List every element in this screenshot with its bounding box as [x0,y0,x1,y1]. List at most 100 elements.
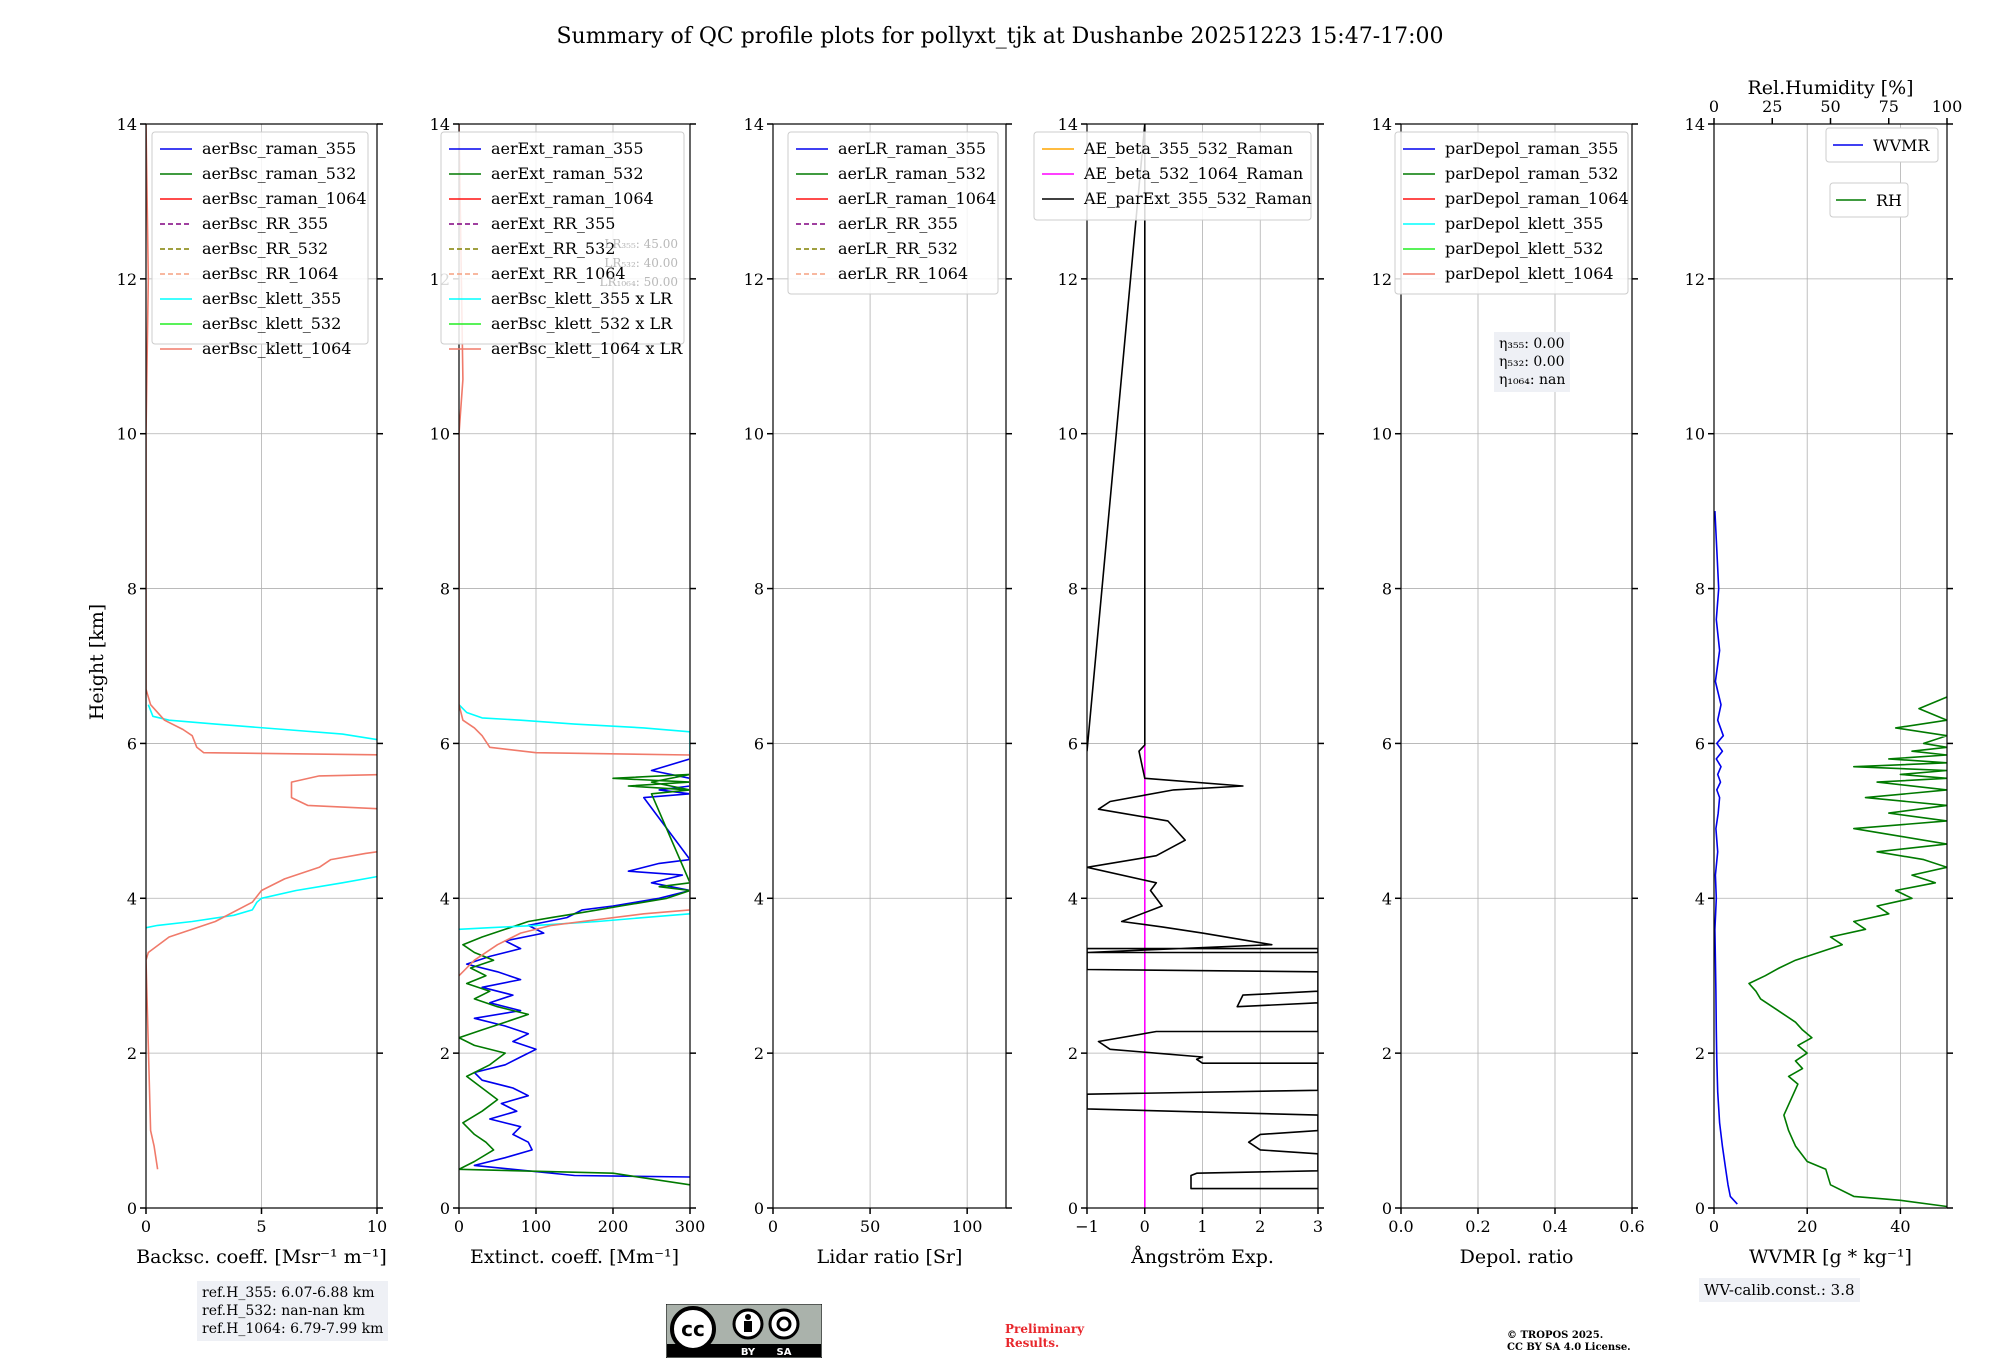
x-tick-label: −1 [1075,1217,1099,1236]
copyright-note: © TROPOS 2025. CC BY SA 4.0 License. [1507,1330,1631,1354]
series-aerBsc_klett_355 [146,704,377,929]
legend-label: AE_parExt_355_532_Raman [1083,189,1312,208]
ref-height-1064: ref.H_1064: 6.79-7.99 km [202,1321,384,1337]
cc-icon-text: cc [681,1317,705,1341]
y-tick-label: 12 [117,270,137,289]
y-tick-label: 0 [1382,1199,1392,1218]
y-tick-label: 10 [1058,425,1078,444]
eta-355: η₃₅₅: 0.00 [1499,336,1565,352]
x-tick-label: 3 [1313,1217,1323,1236]
eta-1064: η₁₀₆₄: nan [1499,372,1566,388]
legend-wvmr: WVMR [1825,127,1939,163]
x-tick-label: 5 [256,1217,266,1236]
x-tick-label: 0.6 [1619,1217,1644,1236]
panel-depol: 0 2 4 6 8 10 12 14 0.0 0.2 0.4 0.6 Depol. ratio parDe… [1372,115,1645,1268]
legend: parDepol_raman_355 parDepol_raman_532 parD… [1394,131,1629,295]
x-tick-label: 10 [367,1217,387,1236]
y-tick-label: 4 [127,889,137,908]
series-WVMR [1714,511,1738,1205]
y-tick-label: 12 [1685,270,1705,289]
y-tick-label: 14 [1058,115,1078,134]
eta-box: η₃₅₅: 0.00 η₅₃₂: 0.00 η₁₀₆₄: nan [1494,332,1571,392]
x-axis-label: Extinct. coeff. [Mm⁻¹] [470,1246,679,1268]
y-tick-label: 12 [1058,270,1078,289]
series-aerBsc_klett_355 x LR [459,704,690,931]
y-tick-label: 2 [754,1044,764,1063]
legend-label: aerLR_RR_355 [838,214,958,233]
cc-license-logo: cc BY SA [666,1304,822,1358]
series-aerBsc_klett_1064 [146,124,377,1170]
legend-label: parDepol_raman_532 [1445,164,1618,183]
ref-height-355: ref.H_355: 6.07-6.88 km [202,1285,375,1301]
legend-label: aerLR_raman_355 [838,139,986,158]
legend-label: aerExt_raman_355 [491,139,644,158]
panel-bsc: 0 2 4 6 8 10 12 14 0 5 10 Backsc. coeff. [Msr⁻¹ m⁻¹… [117,115,388,1268]
y-tick-label: 4 [1382,889,1392,908]
legend-frame [1394,131,1629,295]
x-tick-label: 0.0 [1388,1217,1413,1236]
legend-label: parDepol_klett_532 [1445,239,1603,258]
legend-label: aerLR_RR_532 [838,239,958,258]
legend-label: aerExt_RR_1064 [491,264,626,283]
legend: AE_beta_355_532_Raman AE_beta_532_1064_Ra… [1033,131,1312,221]
series-group [146,124,377,1170]
x-tick-label: 0 [454,1217,464,1236]
x2-tick-label: 0 [1709,97,1719,116]
series-AE_parExt_355_532_Raman [1087,124,1318,1190]
y-tick-label: 10 [744,425,764,444]
x-tick-label: 1 [1197,1217,1207,1236]
y-tick-label: 10 [430,425,450,444]
y-tick-label: 14 [430,115,450,134]
legend-label: aerExt_raman_1064 [491,189,654,208]
wv-calib-box: WV-calib.const.: 3.8 [1699,1278,1860,1302]
cc-icon [670,1306,716,1352]
y-tick-label: 6 [1695,734,1705,753]
y-tick-label: 10 [1372,425,1392,444]
legend-label: WVMR [1873,136,1930,155]
legend-frame [1033,131,1312,221]
legend-frame [1829,182,1909,218]
legend-label: aerLR_raman_532 [838,164,986,183]
x-tick-label: 20 [1797,1217,1817,1236]
legend-rh: RH [1829,182,1909,218]
y-tick-label: 2 [1382,1044,1392,1063]
legend-label: aerExt_RR_532 [491,239,615,258]
legend-frame [151,131,369,345]
legend-label: parDepol_raman_355 [1445,139,1618,158]
y-tick-label: 6 [754,734,764,753]
legend-label: RH [1876,191,1902,210]
legend-frame [1825,127,1939,163]
legend-label: aerExt_RR_355 [491,214,615,233]
y-tick-label: 0 [1695,1199,1705,1218]
legend-label: aerBsc_RR_1064 [202,264,338,283]
y-tick-label: 4 [1068,889,1078,908]
legend: aerExt_raman_355 aerExt_raman_532 aerExt_r… [440,131,685,358]
y-tick-label: 12 [744,270,764,289]
x-tick-label: 2 [1255,1217,1265,1236]
legend-label: parDepol_raman_1064 [1445,189,1629,208]
x2-tick-label: 50 [1820,97,1840,116]
legend-label: aerLR_RR_1064 [838,264,968,283]
x-tick-label: 0 [1140,1217,1150,1236]
series-group [459,124,690,1186]
y-tick-label: 2 [1068,1044,1078,1063]
legend: aerLR_raman_355 aerLR_raman_532 aerLR_rama… [787,131,999,295]
y-tick-label: 14 [1685,115,1705,134]
series-group [1087,124,1318,1208]
legend-label: aerBsc_RR_355 [202,214,328,233]
y-tick-label: 8 [754,580,764,599]
x2-tick-label: 25 [1762,97,1782,116]
x-tick-label: 40 [1890,1217,1910,1236]
y-tick-label: 0 [1068,1199,1078,1218]
lr-label: LR₃₅₅: 45.00 [604,237,678,251]
axes-frame [772,123,1007,1209]
y-tick-label: 10 [117,425,137,444]
y-tick-label: 6 [1382,734,1392,753]
x-tick-label: 0 [1709,1217,1719,1236]
x-tick-label: 100 [521,1217,552,1236]
series-aerBsc_klett_1064 x LR [459,124,690,977]
y-tick-label: 4 [440,889,450,908]
x-tick-label: 0 [768,1217,778,1236]
y-tick-label: 8 [1068,580,1078,599]
